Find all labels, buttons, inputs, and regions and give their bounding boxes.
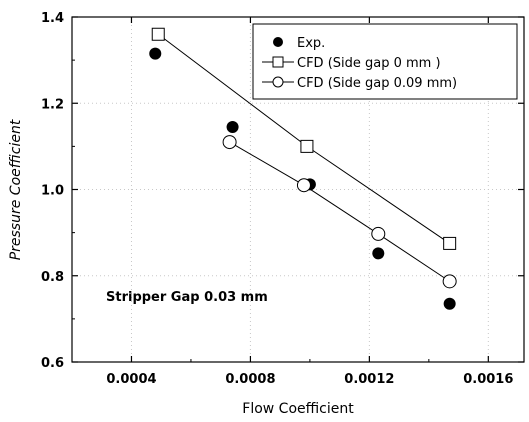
y-tick-label: 0.6	[41, 356, 64, 371]
data-point-cfd-0	[300, 139, 314, 153]
legend-label-cfd-009: CFD (Side gap 0.09 mm)	[297, 76, 457, 91]
legend: Exp. CFD (Side gap 0 mm ) CFD (Side gap …	[252, 23, 518, 100]
data-point-cfd-009	[371, 226, 386, 241]
tick-layer: 0.0004 0.0008 0.0012 0.0016 0.6 0.8 1.0 1.2 1.4	[41, 11, 524, 387]
series-layer	[149, 27, 457, 310]
data-point-cfd-009	[296, 178, 311, 193]
x-tick-label: 0.0008	[225, 372, 275, 387]
data-point-cfd-009	[442, 274, 457, 289]
y-tick-label: 0.8	[41, 270, 64, 285]
y-tick-label: 1.2	[41, 97, 64, 112]
data-point-exp	[443, 297, 456, 310]
data-point-exp	[372, 247, 385, 260]
series-line	[229, 141, 450, 282]
data-point-cfd-009	[222, 135, 237, 150]
x-tick-label: 0.0004	[106, 372, 156, 387]
x-tick-label: 0.0016	[463, 372, 513, 387]
y-axis-title: Pressure Coefficient	[8, 119, 24, 260]
data-point-cfd-0	[443, 236, 457, 250]
series-2	[222, 135, 457, 289]
series-1	[151, 27, 457, 250]
legend-marker-cfd-0	[272, 56, 284, 68]
legend-marker-cfd-009	[272, 76, 284, 88]
x-axis-title: Flow Coefficient	[242, 401, 354, 417]
data-point-exp	[226, 120, 239, 133]
legend-box	[252, 23, 518, 100]
x-tick-label: 0.0012	[344, 372, 394, 387]
legend-label-exp: Exp.	[297, 36, 325, 51]
data-point-exp	[149, 47, 162, 60]
y-tick-label: 1.0	[41, 184, 64, 199]
legend-label-cfd-0: CFD (Side gap 0 mm )	[297, 56, 441, 71]
y-tick-label: 1.4	[41, 11, 64, 26]
legend-marker-exp	[273, 37, 283, 47]
data-point-cfd-0	[151, 27, 165, 41]
stripper-gap-annotation: Stripper Gap 0.03 mm	[106, 290, 268, 305]
